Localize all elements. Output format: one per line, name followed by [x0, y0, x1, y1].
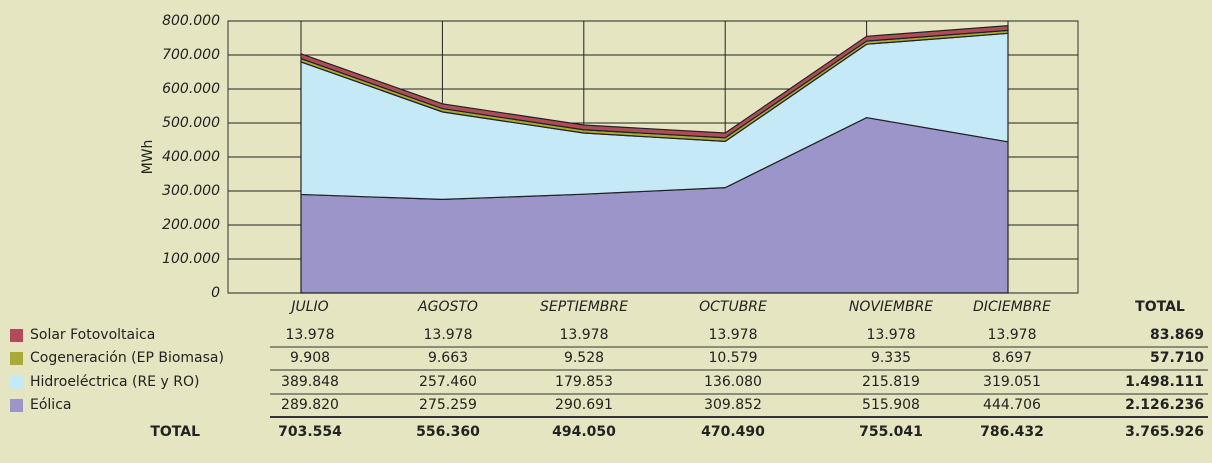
table-column-total: 786.432 [980, 424, 1044, 440]
x-tick-label: SEPTIEMBRE [540, 299, 628, 315]
legend-swatch [10, 399, 23, 412]
table-cell: 13.978 [867, 327, 916, 343]
table-column-total: 494.050 [552, 424, 616, 440]
legend-swatch [10, 329, 23, 342]
y-tick-label: 800.000 [162, 13, 220, 29]
table-cell: 289.820 [281, 397, 339, 413]
table-column-total: 703.554 [278, 424, 342, 440]
legend-label: Cogeneración (EP Biomasa) [30, 350, 224, 366]
table-cell: 13.978 [424, 327, 473, 343]
total-row-header: TOTAL [150, 424, 200, 440]
table-cell: 215.819 [862, 374, 920, 390]
table-cell: 13.978 [286, 327, 335, 343]
legend-swatch [10, 352, 23, 365]
table-column-total: 470.490 [701, 424, 765, 440]
x-tick-label: OCTUBRE [699, 299, 767, 315]
table-cell: 9.335 [871, 350, 911, 366]
y-tick-label: 0 [211, 285, 220, 301]
table-row-total: 1.498.111 [1125, 374, 1204, 390]
legend-label: Solar Fotovoltaica [30, 327, 155, 343]
table-cell: 290.691 [555, 397, 613, 413]
y-tick-label: 700.000 [162, 47, 220, 63]
y-tick-label: 200.000 [162, 217, 220, 233]
legend-label: Hidroeléctrica (RE y RO) [30, 374, 199, 390]
table-cell: 9.908 [290, 350, 330, 366]
x-tick-label: NOVIEMBRE [849, 299, 933, 315]
y-tick-label: 600.000 [162, 81, 220, 97]
table-cell: 319.051 [983, 374, 1041, 390]
table-cell: 9.528 [564, 350, 604, 366]
y-tick-label: 500.000 [162, 115, 220, 131]
legend-swatch [10, 376, 23, 389]
y-tick-label: 100.000 [162, 251, 220, 267]
x-tick-label: JULIO [288, 299, 328, 315]
legend-label: Eólica [30, 397, 71, 413]
table-cell: 257.460 [419, 374, 477, 390]
table-cell: 515.908 [862, 397, 920, 413]
table-cell: 10.579 [709, 350, 758, 366]
table-grand-total: 3.765.926 [1125, 424, 1204, 440]
table-cell: 179.853 [555, 374, 613, 390]
table-column-total: 556.360 [416, 424, 480, 440]
table-cell: 13.978 [988, 327, 1037, 343]
table-row-total: 2.126.236 [1125, 397, 1204, 413]
table-cell: 13.978 [709, 327, 758, 343]
table-row-total: 83.869 [1150, 327, 1204, 343]
y-tick-label: 400.000 [162, 149, 220, 165]
table-column-total: 755.041 [859, 424, 923, 440]
table-cell: 136.080 [704, 374, 762, 390]
table-cell: 309.852 [704, 397, 762, 413]
table-cell: 275.259 [419, 397, 477, 413]
y-axis-label: MWh [140, 140, 156, 175]
total-column-header: TOTAL [1135, 299, 1185, 315]
x-tick-label: AGOSTO [417, 299, 478, 315]
table-cell: 444.706 [983, 397, 1041, 413]
table-cell: 9.663 [428, 350, 468, 366]
area [300, 24, 1009, 139]
table-row-total: 57.710 [1150, 350, 1204, 366]
table-cell: 8.697 [992, 350, 1032, 366]
y-tick-label: 300.000 [162, 183, 220, 199]
x-tick-label: DICIEMBRE [973, 299, 1051, 315]
table-cell: 13.978 [560, 327, 609, 343]
table-cell: 389.848 [281, 374, 339, 390]
